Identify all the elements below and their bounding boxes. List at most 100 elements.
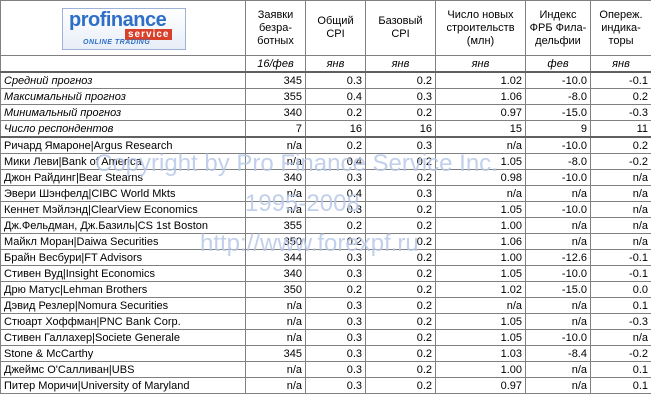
cell: 0.2 [590,88,651,105]
row-label: Эвери Шэнфелд|CIBC World Mkts [0,185,246,202]
period-cell: янв [365,55,436,73]
table-row: Кеннет Мэйлэнд|ClearView Economics n/a 0.3… [0,201,651,218]
period-row: 16/фев янв янв янв фев янв [0,55,651,73]
cell: 345 [245,345,306,362]
cell: 0.3 [305,297,366,314]
cell: n/a [525,185,591,202]
cell: 0.2 [365,281,436,298]
cell: -8.4 [525,345,591,362]
cell: 11 [590,120,651,138]
cell: 1.05 [435,313,526,330]
period-cell: 16/фев [245,55,306,73]
cell: 350 [245,233,306,250]
table-row: Питер Моричи|University of Maryland n/a 0.… [0,377,651,394]
cell: 345 [245,71,306,89]
cell: 9 [525,120,591,138]
table-row: Эвери Шэнфелд|CIBC World Mkts n/a 0.4 0.3 n/… [0,185,651,202]
period-cell: янв [305,55,366,73]
cell: n/a [525,233,591,250]
table-row: Джон Райдинг|Bear Stearns 340 0.3 0.2 0.98 -1… [0,169,651,186]
cell: 0.2 [365,233,436,250]
cell: -10.0 [525,265,591,282]
cell: 0.2 [365,345,436,362]
cell: 0.3 [365,88,436,105]
row-label: Стивен Галлахер|Societe Generale [0,329,246,346]
cell: n/a [435,297,526,314]
row-label: Джеймс О'Салливан|UBS [0,361,246,378]
row-label: Дэвид Резлер|Nomura Securities [0,297,246,314]
cell: n/a [245,185,306,202]
cell: 15 [435,120,526,138]
table-row: Stone & McCarthy 345 0.3 0.2 1.03 -8.4 -0.2 [0,345,651,362]
cell: 1.03 [435,345,526,362]
row-label: Кеннет Мэйлэнд|ClearView Economics [0,201,246,218]
cell: n/a [435,185,526,202]
row-label: Стивен Вуд|Insight Economics [0,265,246,282]
column-header: Базовый CPI [365,0,436,56]
cell: 0.3 [305,313,366,330]
table-row: Минимальный прогноз 340 0.2 0.2 0.97 -15.0 -0.… [0,104,651,121]
cell: n/a [525,361,591,378]
table-row: Мики Леви|Bank of America n/a 0.4 0.2 1.05 -8… [0,153,651,170]
cell: n/a [525,297,591,314]
cell: 0.3 [305,345,366,362]
cell: 355 [245,88,306,105]
logo-tagline: ONLINE TRADING [83,39,151,46]
cell: 0.3 [305,71,366,89]
cell: -10.0 [525,201,591,218]
cell: n/a [245,361,306,378]
cell: n/a [590,233,651,250]
table-row: Дэвид Резлер|Nomura Securities n/a 0.3 0.2 n… [0,297,651,314]
cell: n/a [590,217,651,234]
cell: 0.1 [590,377,651,394]
cell: 355 [245,217,306,234]
row-label: Стюарт Хоффман|PNC Bank Corp. [0,313,246,330]
cell: 0.1 [590,361,651,378]
cell: 0.2 [365,249,436,266]
cell: -10.0 [525,71,591,89]
cell: 0.2 [365,377,436,394]
cell: -15.0 [525,104,591,121]
cell: n/a [245,201,306,218]
cell: n/a [525,217,591,234]
cell: 0.2 [365,329,436,346]
row-label: Брайн Весбури|FT Advisors [0,249,246,266]
cell: 1.06 [435,88,526,105]
cell: -12.6 [525,249,591,266]
table-row: Стивен Вуд|Insight Economics 340 0.3 0.2 1.0… [0,265,651,282]
cell: 350 [245,281,306,298]
column-header: Число новых строительств (млн) [435,0,526,56]
table-row: Средний прогноз 345 0.3 0.2 1.02 -10.0 -0.1 [0,71,651,89]
cell: n/a [245,136,306,154]
logo-name: profinance [69,9,167,31]
cell: -0.1 [590,249,651,266]
row-label: Число респондентов [0,120,246,138]
column-header: Общий CPI [305,0,366,56]
cell: 16 [365,120,436,138]
cell: n/a [245,153,306,170]
table-row: Майкл Моран|Daiwa Securities 350 0.2 0.2 1.0… [0,233,651,250]
cell: -8.0 [525,88,591,105]
cell: 0.4 [305,88,366,105]
cell: 0.3 [305,265,366,282]
period-cell: янв [590,55,651,73]
cell: -0.2 [590,345,651,362]
cell: 0.0 [590,281,651,298]
table-row: Стивен Галлахер|Societe Generale n/a 0.3 0.… [0,329,651,346]
period-cell: фев [525,55,591,73]
cell: n/a [245,313,306,330]
cell: 16 [305,120,366,138]
table-row: Максимальный прогноз 355 0.4 0.3 1.06 -8.0 0.2 [0,88,651,105]
row-label: Дж.Фельдман, Дж.Базиль|CS 1st Boston [0,217,246,234]
cell: 0.2 [305,104,366,121]
cell: 0.2 [365,297,436,314]
row-label: Питер Моричи|University of Maryland [0,377,246,394]
cell: n/a [590,329,651,346]
cell: n/a [435,136,526,154]
cell: 0.97 [435,104,526,121]
cell: -0.3 [590,313,651,330]
cell: 0.2 [305,217,366,234]
cell: 0.2 [305,136,366,154]
table-row: Число респондентов 7 16 16 15 9 11 [0,120,651,138]
